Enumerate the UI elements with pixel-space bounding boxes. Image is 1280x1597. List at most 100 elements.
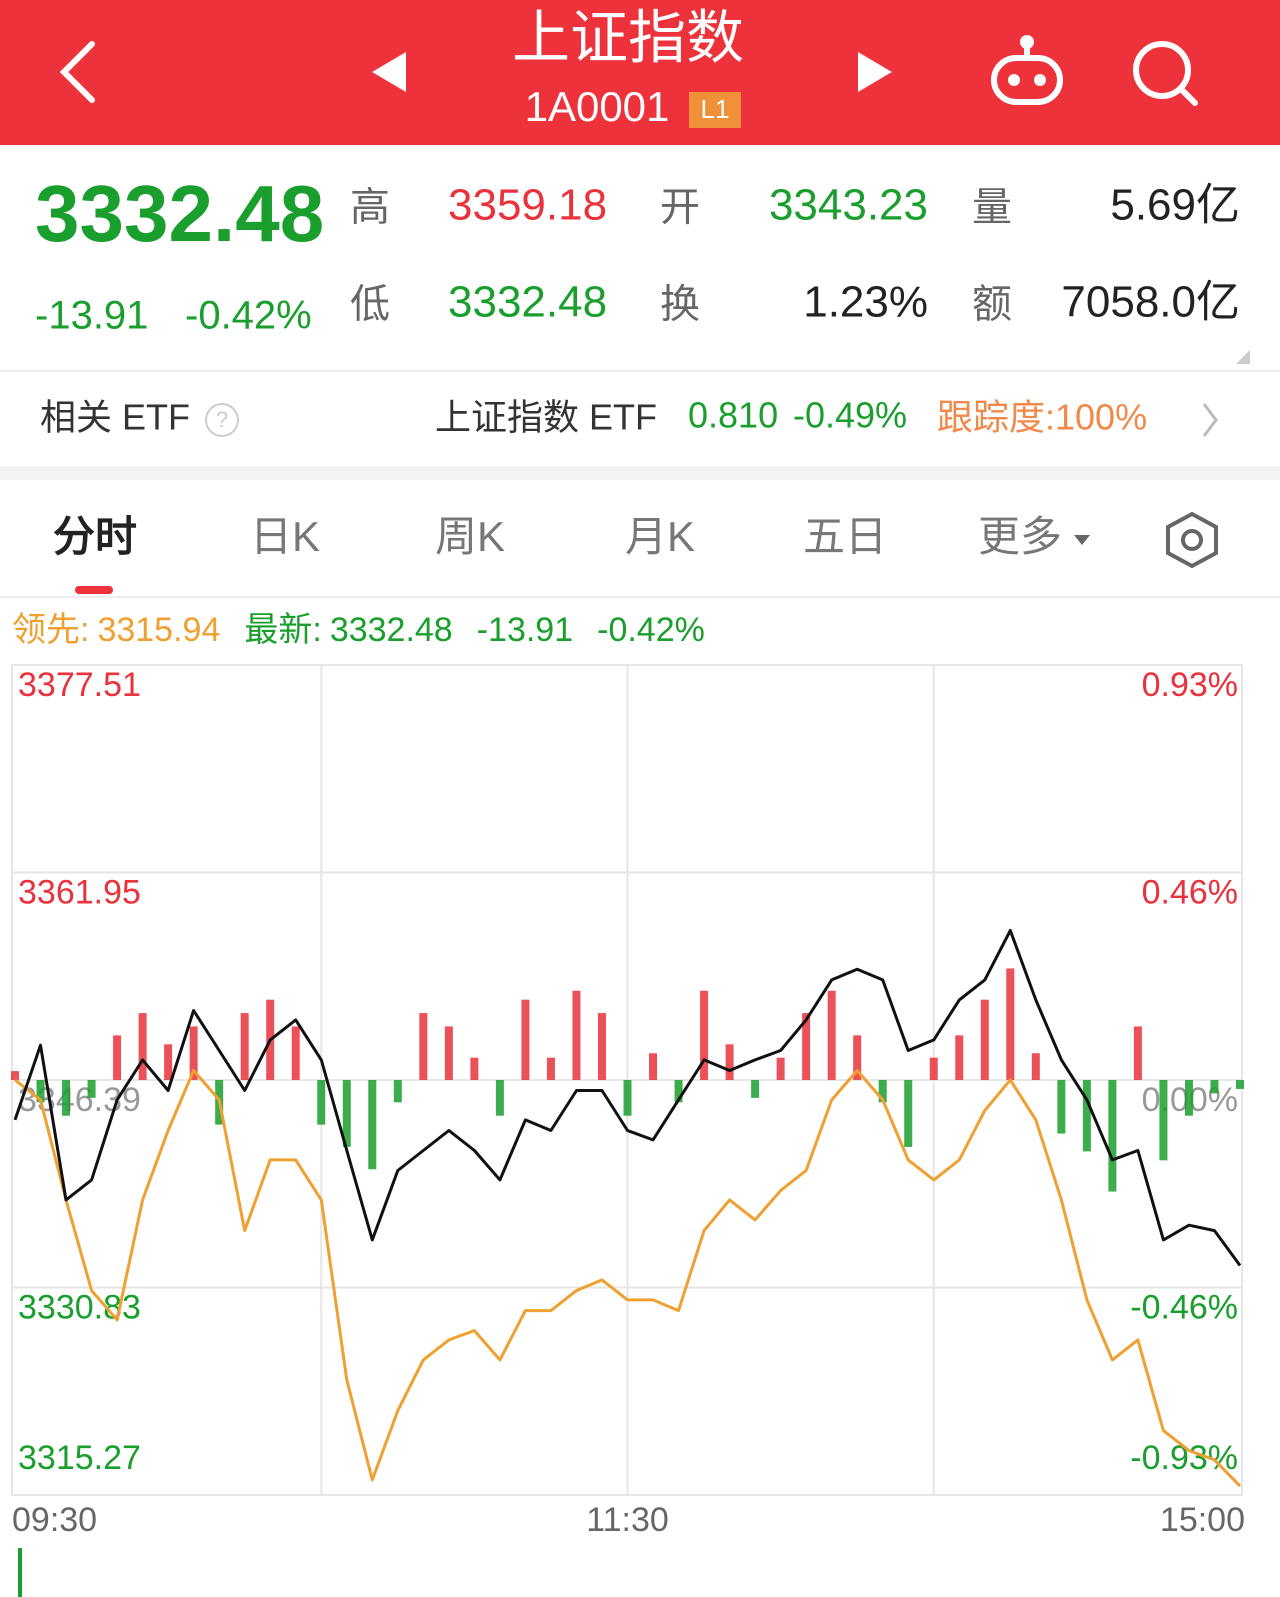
bar (521, 999, 530, 1080)
header-title: 上证指数 (512, 5, 744, 70)
bar (113, 1035, 122, 1080)
etf-tracking: 跟踪度:100% (937, 397, 1147, 438)
low: 3332.48 (448, 278, 607, 327)
bar (802, 1013, 811, 1080)
bar (649, 1053, 658, 1080)
bar (342, 1080, 351, 1147)
help-icon (205, 403, 239, 437)
bar (546, 1057, 555, 1080)
chart-legend: 领先: 3315.94 最新: 3332.48 -13.91 -0.42% (12, 611, 705, 649)
open: 3343.23 (769, 181, 928, 230)
corner-mark (1236, 350, 1250, 364)
bar (138, 1013, 147, 1080)
change: -13.91 (35, 294, 148, 338)
y2-tick-label: 0.93% (1142, 666, 1238, 704)
x-tick-label: 15:00 (1160, 1501, 1245, 1539)
bar (572, 990, 581, 1080)
tab[interactable]: 日K (250, 513, 320, 560)
label: 量 (972, 186, 1012, 230)
tab-indicator (75, 586, 113, 594)
legend-text: 领先: (12, 611, 89, 649)
tab[interactable]: 月K (625, 513, 695, 560)
tab[interactable]: 更多 (978, 513, 1062, 560)
amount: 7058.0亿 (1061, 278, 1240, 327)
bar (904, 1080, 913, 1147)
bar (878, 1080, 887, 1103)
y-tick-label: 3346.39 (18, 1081, 141, 1119)
bar (1006, 968, 1015, 1080)
bar (62, 1080, 71, 1116)
bar (1184, 1080, 1193, 1116)
etf-row[interactable]: 相关 ETF ? 上证指数 ETF 0.810 -0.49% 跟踪度:100% (40, 395, 1218, 438)
bar (1210, 1080, 1219, 1094)
y2-tick-label: 0.46% (1142, 873, 1238, 911)
volume-stub (18, 1548, 22, 1597)
tab[interactable]: 周K (435, 513, 505, 560)
legend-text: -13.91 (477, 611, 573, 649)
label: 高 (350, 186, 390, 230)
x-tick-label: 11:30 (586, 1501, 669, 1539)
high: 3359.18 (448, 181, 607, 230)
bar (929, 1057, 938, 1080)
bar (1031, 1053, 1040, 1080)
y-tick-label: 3315.27 (18, 1439, 141, 1477)
price-line (13, 929, 1242, 1267)
bar (36, 1080, 45, 1103)
badge (689, 92, 741, 128)
settings-button[interactable] (1166, 511, 1218, 569)
prev-button[interactable] (372, 52, 406, 92)
section-gap (0, 466, 1280, 480)
bar (393, 1080, 402, 1103)
tab[interactable]: 五日 (803, 513, 887, 560)
legend-text: -0.42% (597, 611, 705, 649)
bar (495, 1080, 504, 1116)
bar (444, 1026, 453, 1080)
y-tick-label: 3361.95 (18, 873, 141, 911)
bar (674, 1080, 683, 1103)
bar (317, 1080, 326, 1125)
y2-tick-label: -0.46% (1130, 1288, 1238, 1326)
etf-change: -0.49% (793, 395, 907, 436)
tab[interactable]: 分时 (53, 513, 137, 560)
bar (827, 990, 836, 1080)
next-button[interactable] (858, 52, 892, 92)
header-bar (0, 0, 1280, 145)
etf-name: 上证指数 ETF (435, 397, 657, 438)
bar (700, 990, 709, 1080)
bar (1108, 1080, 1117, 1192)
bar (980, 999, 989, 1080)
bar (240, 1013, 249, 1080)
more-arrow (1074, 535, 1090, 545)
bar (1082, 1080, 1091, 1152)
robot-button[interactable] (991, 35, 1063, 105)
bar (470, 1057, 479, 1080)
label: 开 (660, 186, 700, 230)
volume: 5.69亿 (1110, 181, 1240, 230)
bar (87, 1080, 96, 1098)
y2-tick-label: -0.93% (1130, 1439, 1238, 1477)
back-button[interactable] (59, 41, 95, 103)
bar (1236, 1080, 1244, 1089)
price: 3332.48 (35, 169, 324, 258)
bar (853, 1035, 862, 1080)
header-code: 1A0001 (525, 83, 670, 130)
bar (955, 1035, 964, 1080)
legend-text: 最新: (244, 611, 321, 649)
label: 换 (660, 283, 700, 327)
bar (623, 1080, 632, 1116)
bar (776, 1057, 785, 1080)
change-pct: -0.42% (185, 294, 312, 338)
search-button[interactable] (1133, 41, 1198, 106)
bar (419, 1013, 428, 1080)
help-mark: ? (216, 407, 228, 432)
bar (751, 1080, 760, 1098)
etf-price: 0.810 (688, 395, 778, 436)
legend-text: 3315.94 (97, 611, 220, 649)
y-tick-label: 3377.51 (18, 666, 141, 704)
bar (189, 1026, 198, 1080)
badge-text: L1 (701, 94, 730, 124)
bar (164, 1044, 173, 1080)
bar (597, 1013, 606, 1080)
